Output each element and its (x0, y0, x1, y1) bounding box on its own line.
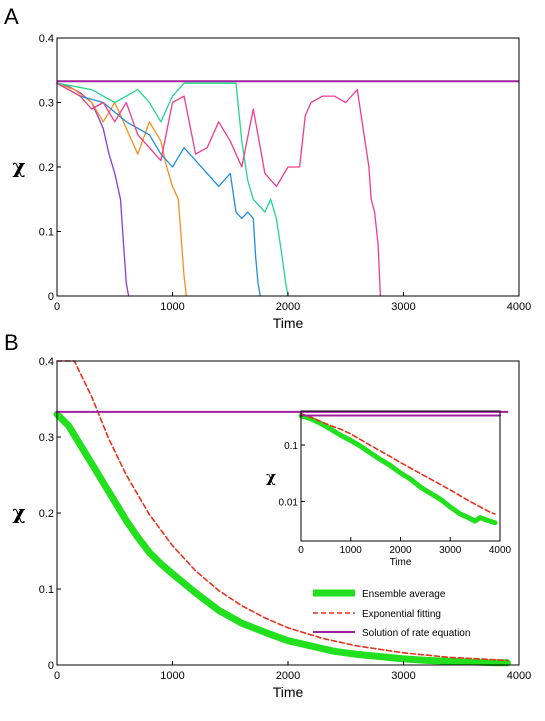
panel-a-x-tick-label: 2000 (276, 301, 300, 313)
panel-a-series-1 (56, 82, 188, 297)
panel-b-y-tick-label: 0.3 (39, 432, 54, 444)
panel-a-series-3 (56, 82, 289, 297)
panel-b-x-axis-title: Time (273, 684, 304, 700)
inset-x-axis-title: Time (390, 557, 412, 568)
panel-a-x-tick-label: 4000 (507, 301, 531, 313)
inset-x-tick-label: 2000 (389, 545, 412, 556)
panel-a-x-tick-label: 1000 (160, 301, 184, 313)
inset-x-tick-label: 0 (298, 545, 304, 556)
panel-b-chart: 0 1000 2000 3000 4000 0 0.1 0.2 0.3 0.4 Time χ (12, 356, 531, 700)
inset-series-1 (300, 412, 496, 515)
inset-y-tick-label: 0.1 (284, 441, 298, 452)
panel-b-x-tick-label: 3000 (391, 670, 415, 682)
panel-b-y-tick-label: 0.4 (39, 356, 54, 368)
legend-label-2: Solution of rate equation (362, 628, 470, 639)
panel-b-y-tick-label: 0 (48, 660, 54, 672)
panel-a-letter: A (4, 4, 19, 29)
legend-label-0: Ensemble average (362, 589, 446, 600)
panel-b-letter: B (4, 330, 19, 355)
panel-a-y-tick-label: 0.4 (39, 33, 54, 45)
panel-b-y-axis-title: χ (12, 500, 25, 524)
panel-a-x-tick-label: 3000 (391, 301, 415, 313)
panel-a-y-tick-label: 0 (48, 291, 54, 303)
panel-b-y-tick-label: 0.1 (39, 584, 54, 596)
inset-y-axis-title: χ (266, 468, 276, 486)
panel-b-x-tick-label: 1000 (160, 670, 184, 682)
panel-b-x-tick-label: 0 (54, 670, 60, 682)
panel-a-x-tick-label: 0 (54, 301, 60, 313)
panel-a-y-axis-title: χ (12, 154, 25, 178)
panel-b-series-1 (56, 360, 509, 662)
panel-a-series-4 (56, 82, 382, 297)
panel-a-chart: 0 1000 2000 3000 4000 0 0.1 0.2 0.3 0.4 Time χ (12, 33, 531, 331)
panel-b-x-tick-label: 4000 (507, 670, 531, 682)
panel-b-x-tick-label: 2000 (276, 670, 300, 682)
panel-a-series-2 (56, 82, 261, 297)
legend-label-1: Exponential fitting (362, 609, 441, 620)
panel-b-inset-chart: 0 1000 2000 3000 4000 0.1 0.01 Time χ (266, 410, 512, 568)
inset-y-tick-label: 0.01 (279, 498, 299, 509)
panel-b-series-0 (53, 410, 511, 667)
inset-x-tick-label: 3000 (439, 545, 462, 556)
panel-a-y-tick-label: 0.3 (39, 98, 54, 110)
panel-a-x-axis-title: Time (273, 315, 304, 331)
panel-a-y-tick-label: 0.1 (39, 227, 54, 239)
inset-series-0 (298, 413, 498, 526)
panel-b-legend: Ensemble average Exponential fitting Solut… (313, 589, 470, 639)
inset-x-tick-label: 1000 (340, 545, 363, 556)
panel-b-plot-frame (56, 360, 520, 666)
panel-a-y-tick-label: 0.2 (39, 162, 54, 174)
inset-x-tick-label: 4000 (489, 545, 512, 556)
panel-b-y-tick-label: 0.2 (39, 508, 54, 520)
